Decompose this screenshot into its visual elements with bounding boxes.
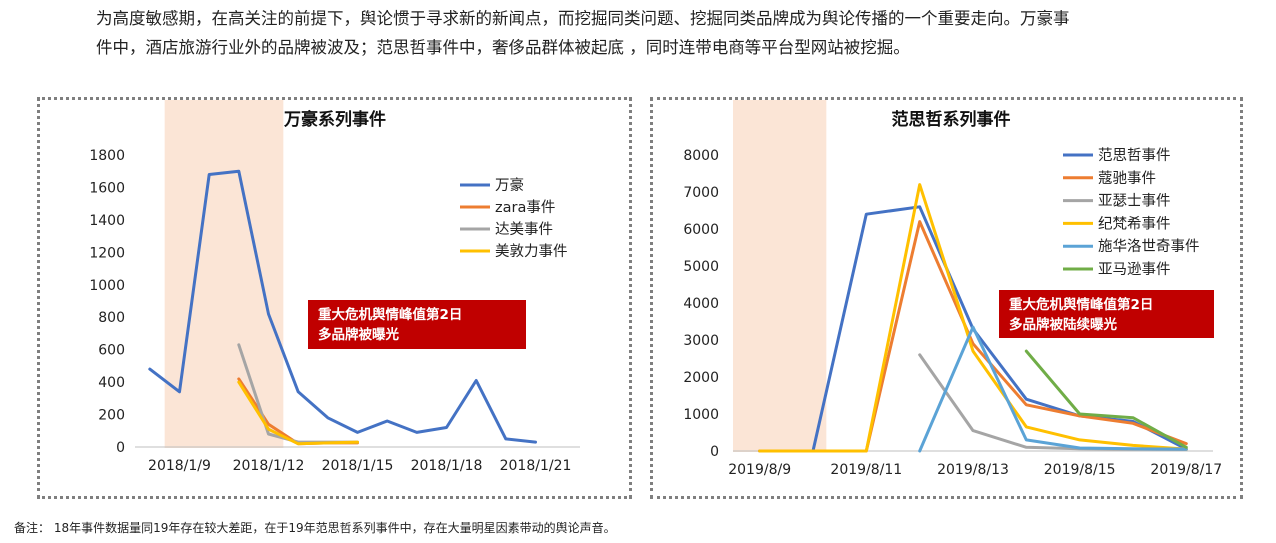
intro-text: 为高度敏感期，在高关注的前提下，舆论惯于寻求新的新闻点，而挖掘同类问题、挖掘同类…: [96, 4, 1206, 62]
legend-label: 美敦力事件: [495, 243, 568, 260]
legend-label: 万豪: [495, 177, 524, 194]
legend-label: zara事件: [495, 199, 555, 216]
marriott-chart-panel: 万豪系列事件 0 200 400 600 800 1000 1200 1400 1600 1800 2…: [37, 97, 632, 499]
versace-chart-panel: 范思哲系列事件 0 1000 2000 3000 4000 5000 6000 7000 8000…: [650, 97, 1243, 499]
callout-line-1: 重大危机舆情峰值第2日: [318, 306, 462, 323]
intro-line-1: 为高度敏感期，在高关注的前提下，舆论惯于寻求新的新闻点，而挖掘同类问题、挖掘同类…: [96, 9, 1070, 28]
legend-label: 施华洛世奇事件: [1098, 238, 1200, 255]
highlight-band: [733, 100, 827, 452]
y-tick-label: 1000: [683, 407, 719, 423]
x-tick-label: 2018/1/15: [322, 458, 394, 474]
callout-box: [999, 290, 1214, 338]
legend-label: 范思哲事件: [1098, 147, 1171, 164]
callout-line-1: 重大危机舆情峰值第2日: [1009, 296, 1153, 313]
series-line: [918, 325, 1188, 453]
legend-label: 纪梵希事件: [1098, 215, 1171, 232]
x-tick-label: 2019/8/9: [728, 462, 791, 478]
versace-chart: 范思哲系列事件 0 1000 2000 3000 4000 5000 6000 7000 8000…: [683, 100, 1222, 478]
callout-line-2: 多品牌被曝光: [318, 326, 399, 343]
chart-title: 范思哲系列事件: [892, 109, 1011, 130]
y-tick-label: 5000: [683, 259, 719, 275]
series-line: [918, 353, 1188, 451]
y-tick-label: 7000: [683, 185, 719, 201]
y-tick-label: 2000: [683, 370, 719, 386]
x-tick-label: 2019/8/11: [830, 462, 902, 478]
legend-label: 亚瑟士事件: [1098, 193, 1171, 210]
legend-label: 达美事件: [495, 221, 553, 238]
intro-line-2: 件中，酒店旅游行业外的品牌被波及；范思哲事件中，奢侈品群体被起底 ，同时连带电商…: [96, 38, 910, 57]
y-tick-label: 600: [98, 343, 125, 359]
x-tick-label: 2018/1/9: [148, 458, 211, 474]
x-tick-label: 2019/8/15: [1044, 462, 1116, 478]
y-tick-label: 200: [98, 408, 125, 424]
y-tick-label: 6000: [683, 222, 719, 238]
y-tick-label: 4000: [683, 296, 719, 312]
series-line: [148, 169, 537, 444]
y-tick-label: 3000: [683, 333, 719, 349]
y-tick-label: 1600: [89, 180, 125, 196]
chart-title: 万豪系列事件: [283, 109, 386, 130]
callout-line-2: 多品牌被陆续曝光: [1009, 316, 1117, 333]
x-tick-label: 2019/8/17: [1150, 462, 1222, 478]
marriott-chart: 万豪系列事件 0 200 400 600 800 1000 1200 1400 1600 1800 2…: [89, 100, 580, 474]
series-line: [237, 380, 359, 446]
callout-box: [308, 300, 526, 349]
legend-label: 亚马逊事件: [1098, 261, 1171, 278]
footnote: 备注： 18年事件数据量同19年存在较大差距，在于19年范思哲系列事件中，存在大…: [14, 521, 616, 535]
y-tick-label: 1800: [89, 148, 125, 164]
highlight-band: [164, 100, 284, 448]
x-tick-label: 2018/1/18: [411, 458, 483, 474]
y-tick-label: 8000: [683, 148, 719, 164]
y-tick-label: 0: [710, 444, 719, 460]
y-tick-label: 400: [98, 375, 125, 391]
y-tick-label: 0: [116, 440, 125, 456]
x-tick-label: 2018/1/12: [233, 458, 305, 474]
y-tick-label: 800: [98, 310, 125, 326]
y-tick-label: 1200: [89, 245, 125, 261]
y-tick-label: 1400: [89, 213, 125, 229]
legend-label: 蔻驰事件: [1098, 170, 1156, 187]
series-line: [758, 183, 1188, 453]
y-tick-label: 1000: [89, 278, 125, 294]
x-tick-label: 2018/1/21: [500, 458, 572, 474]
series-line: [1024, 349, 1188, 449]
x-tick-label: 2019/8/13: [937, 462, 1009, 478]
